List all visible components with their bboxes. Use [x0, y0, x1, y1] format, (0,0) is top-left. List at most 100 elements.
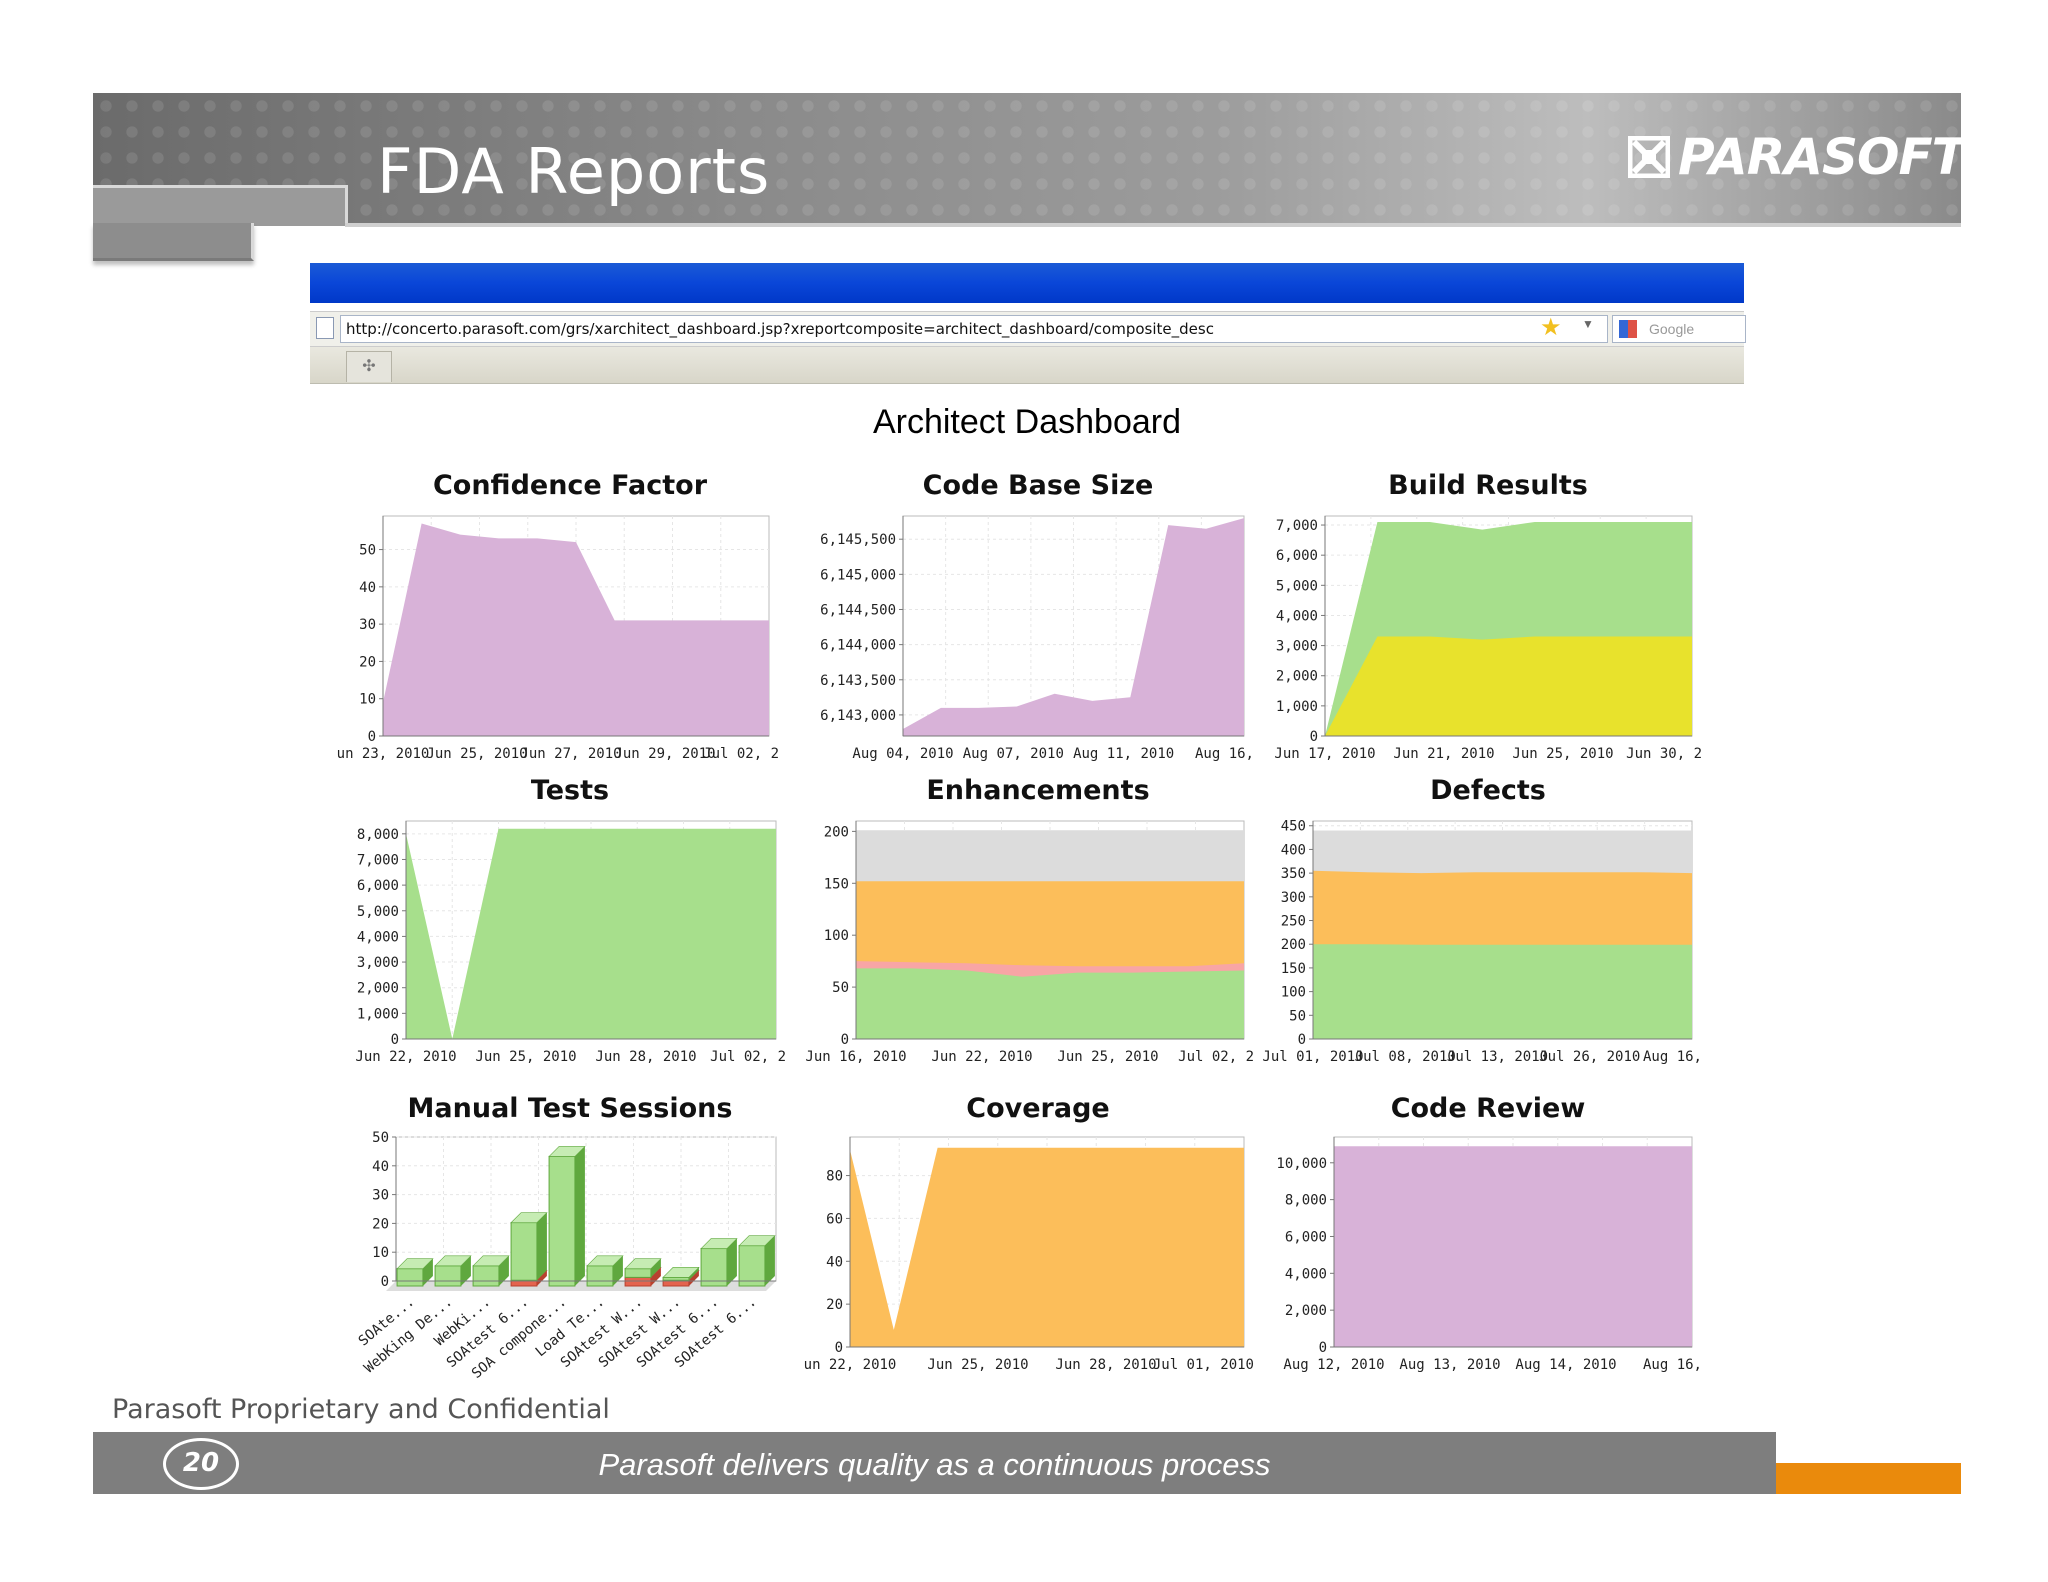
chart-manual: Manual Test Sessions 0 10 20 30 40 50 SOAte... W…	[340, 1093, 800, 1393]
search-input[interactable]: Google	[1612, 315, 1746, 343]
bar-top	[396, 1258, 434, 1270]
bar-front	[700, 1248, 728, 1287]
x-tick-label: Aug 14, 2010	[1515, 1357, 1616, 1373]
tab-bar: ✣	[310, 347, 1744, 384]
x-tick-label: Jun 21, 2010	[1393, 746, 1494, 762]
address-url[interactable]: http://concerto.parasoft.com/grs/xarchit…	[346, 320, 1214, 338]
address-field[interactable]	[340, 315, 1608, 343]
chart-title: Code Base Size	[922, 470, 1154, 501]
chart-svg: 6,143,000 6,143,500 6,144,000 6,144,500 6,14…	[820, 515, 1254, 762]
y-tick-label: 4,000	[357, 929, 399, 945]
y-tick-label: 6,000	[1285, 1229, 1327, 1245]
chart-title: Code Review	[1390, 1093, 1586, 1124]
x-tick-label: Aug 12, 2010	[1283, 1357, 1384, 1373]
y-tick-label: 0	[1319, 1340, 1327, 1356]
bar-top	[700, 1238, 738, 1249]
bar-top	[738, 1235, 776, 1246]
bar-front	[586, 1265, 614, 1287]
y-tick-label: 6,144,000	[820, 638, 896, 654]
chart-svg: 0 50 100 150 200 Jun 16, 2010 Jun 22, 2010 Jun …	[805, 820, 1254, 1065]
new-tab-button[interactable]: ✣	[346, 351, 392, 382]
x-tick-label: Jul 13, 2010	[1447, 1049, 1548, 1065]
y-tick-label: 4,000	[1276, 608, 1318, 624]
x-tick-label: Jun 29, 2010	[614, 746, 715, 762]
x-tick-label: Jun 25, 2010	[475, 1049, 576, 1065]
bar-front	[738, 1245, 766, 1287]
x-tick-label: Jul 08, 2010	[1355, 1049, 1456, 1065]
y-tick-label: 300	[1281, 890, 1306, 906]
bar-top	[662, 1267, 700, 1278]
y-tick-label: 100	[1281, 985, 1306, 1001]
y-tick-label: 50	[359, 543, 376, 559]
bar-top	[434, 1255, 472, 1267]
footer-tagline: Parasoft delivers quality as a continuou…	[598, 1447, 1271, 1482]
x-tick-label: Jun 22, 2010	[355, 1049, 456, 1065]
y-tick-label: 10	[359, 692, 376, 708]
y-tick-label: 5,000	[357, 904, 399, 920]
y-tick-label: 6,000	[1276, 548, 1318, 564]
chart-title: Manual Test Sessions	[407, 1093, 733, 1124]
chart-confidence: Confidence Factor 0 10 20 30 40 50 un 23, 2010 J…	[337, 470, 800, 770]
x-tick-label: Aug 16,	[1643, 1357, 1702, 1373]
star-icon[interactable]: ★	[1540, 314, 1562, 341]
y-tick-label: 0	[1310, 729, 1318, 745]
y-tick-label: 400	[1281, 842, 1306, 858]
y-tick-label: 10,000	[1276, 1156, 1327, 1172]
chart-coverage: Coverage 0 20 40 60 80 un 22, 2010 Jun 25, 2010…	[804, 1093, 1268, 1393]
header-step-shape	[93, 223, 254, 261]
bar-top	[586, 1255, 624, 1267]
series-area-0	[856, 968, 1244, 1039]
dropdown-arrow-icon[interactable]: ▼	[1582, 317, 1594, 331]
bar-front	[624, 1268, 652, 1278]
x-tick-label: Aug 13, 2010	[1399, 1357, 1500, 1373]
chart-svg: 0 1,000 2,000 3,000 4,000 5,000 6,000 7,000 Jun …	[1274, 515, 1702, 762]
x-tick-label: un 22, 2010	[804, 1357, 897, 1373]
y-tick-label: 0	[841, 1032, 849, 1048]
header-tab-shape	[93, 185, 348, 226]
search-placeholder: Google	[1649, 321, 1695, 337]
bar-front	[624, 1276, 652, 1287]
series-area-0	[1334, 1146, 1692, 1347]
confidential-note: Parasoft Proprietary and Confidential	[112, 1394, 610, 1425]
y-tick-label: 3,000	[1276, 639, 1318, 655]
bar-side	[536, 1212, 547, 1281]
x-tick-label: Jul 01, 2010	[1262, 1049, 1363, 1065]
y-tick-label: 0	[1298, 1032, 1306, 1048]
series-area-0	[1313, 944, 1692, 1039]
bar-front	[510, 1222, 538, 1281]
y-tick-label: 20	[372, 1216, 389, 1232]
y-tick-label: 50	[372, 1130, 389, 1146]
y-tick-label: 1,000	[1276, 699, 1318, 715]
y-tick-label: 200	[824, 824, 849, 840]
y-tick-label: 2,000	[357, 981, 399, 997]
y-tick-label: 30	[372, 1188, 389, 1204]
y-tick-label: 150	[1281, 961, 1306, 977]
y-tick-label: 6,000	[357, 878, 399, 894]
y-tick-label: 6,145,000	[820, 567, 896, 583]
chart-tests: Tests 0 1,000 2,000 3,000 4,000 5,000 6,000 7,00…	[340, 775, 800, 1065]
x-tick-label: Aug 16,	[1195, 746, 1254, 762]
x-tick-label: Jun 27, 2010	[520, 746, 621, 762]
chart-svg: 0 2,000 4,000 6,000 8,000 10,000 Aug 12, 2010 A…	[1276, 1136, 1702, 1373]
x-tick-label: Jun 25, 2010	[927, 1357, 1028, 1373]
bar-front	[396, 1268, 424, 1287]
bar-front	[662, 1276, 690, 1281]
y-tick-label: 8,000	[1285, 1193, 1327, 1209]
y-tick-label: 100	[824, 928, 849, 944]
parasoft-logo: PARASOFT ®	[1627, 128, 1983, 186]
chart-title: Tests	[530, 775, 610, 806]
header-divider	[345, 223, 1961, 227]
y-tick-label: 10	[372, 1245, 389, 1261]
chart-codereview: Code Review 0 2,000 4,000 6,000 8,000 10,000 Au…	[1268, 1093, 1708, 1393]
bar-side	[422, 1258, 433, 1286]
x-tick-label: Jul 26, 2010	[1539, 1049, 1640, 1065]
x-tick-label: Jun 30, 2	[1626, 746, 1702, 762]
y-tick-label: 60	[826, 1211, 843, 1227]
series-area-0	[1325, 636, 1692, 736]
x-tick-label: Aug 07, 2010	[963, 746, 1064, 762]
chart-svg: 0 1,000 2,000 3,000 4,000 5,000 6,000 7,000 8,00…	[355, 820, 786, 1065]
address-bar-row: http://concerto.parasoft.com/grs/xarchit…	[310, 311, 1746, 347]
chart-title: Defects	[1430, 775, 1546, 806]
